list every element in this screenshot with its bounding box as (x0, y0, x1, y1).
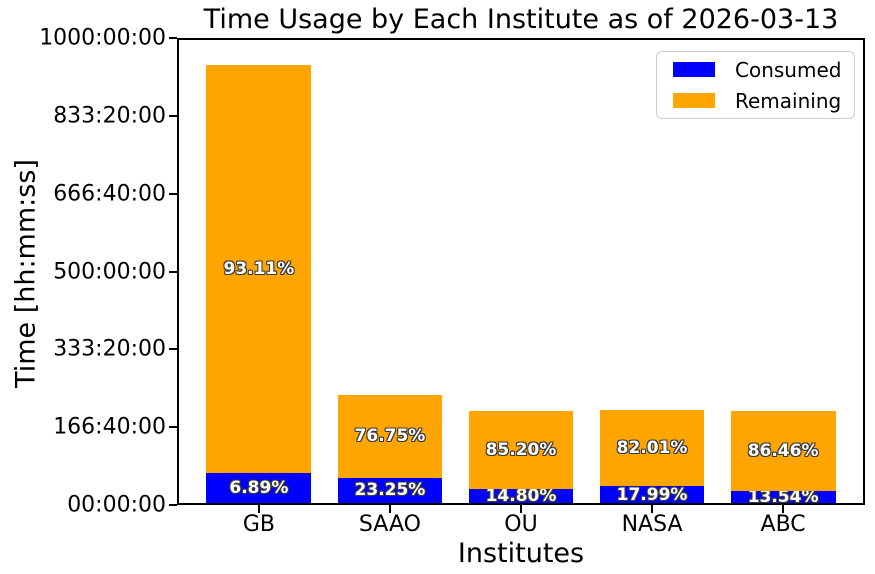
consumed-bar-saao (337, 477, 443, 503)
x-tick-mark (388, 505, 391, 513)
y-tick-label: 333:20:00 (53, 336, 166, 362)
y-axis-label: Time [hh:mm:ss] (10, 159, 42, 388)
y-tick-label: 00:00:00 (67, 492, 166, 518)
consumed-pct-label-abc: 13.54% (747, 486, 819, 507)
legend-label-remaining: Remaining (735, 88, 842, 113)
legend-label-consumed: Consumed (735, 57, 842, 82)
remaining-bar-abc (730, 410, 836, 491)
x-tick-label-saao: SAAO (358, 512, 421, 537)
remaining-pct-label-gb: 93.11% (223, 258, 295, 279)
x-tick-mark (520, 505, 522, 513)
remaining-pct-label-ou: 85.20% (485, 440, 557, 461)
remaining-pct-label-nasa: 82.01% (616, 438, 688, 459)
legend: Consumed Remaining (656, 51, 855, 119)
y-tick-label: 1000:00:00 (39, 25, 166, 51)
y-tick-label: 666:40:00 (53, 181, 166, 207)
plot-area: 6.89% 93.11% 23.25% 76.75% 14.80% 85.20% 17.99… (177, 38, 865, 507)
y-tick-mark (169, 114, 177, 117)
consumed-bar-gb (206, 472, 312, 503)
y-tick-label: 833:20:00 (53, 103, 166, 129)
x-tick-label-nasa: NASA (621, 512, 683, 537)
y-tick-mark (169, 192, 177, 195)
x-tick-label-gb: GB (242, 512, 275, 537)
remaining-bar-ou (468, 411, 574, 490)
x-tick-label-abc: ABC (760, 512, 806, 537)
remaining-bar-saao (337, 395, 443, 478)
y-tick-label: 166:40:00 (53, 414, 166, 440)
consumed-pct-label-nasa: 17.99% (616, 484, 688, 505)
x-tick-label-ou: OU (504, 512, 538, 537)
y-tick-mark (169, 348, 177, 351)
consumed-bar-abc (730, 490, 836, 503)
y-tick-label: 500:00:00 (53, 259, 166, 284)
y-tick-mark (169, 270, 177, 273)
x-tick-mark (782, 505, 785, 513)
y-tick-mark (169, 504, 177, 506)
consumed-pct-label-gb: 6.89% (229, 477, 289, 498)
x-axis-label: Institutes (457, 538, 585, 569)
consumed-pct-label-ou: 14.80% (485, 486, 557, 507)
chart-title: Time Usage by Each Institute as of 2026-… (203, 4, 839, 35)
legend-item-remaining: Remaining (673, 90, 842, 112)
legend-item-consumed: Consumed (673, 59, 842, 81)
x-tick-mark (257, 505, 260, 513)
consumed-swatch-icon (673, 62, 715, 77)
consumed-bar-nasa (599, 486, 705, 503)
remaining-pct-label-abc: 86.46% (747, 440, 819, 461)
y-tick-mark (169, 37, 177, 39)
remaining-pct-label-saao: 76.75% (354, 426, 426, 447)
consumed-pct-label-saao: 23.25% (354, 480, 426, 501)
consumed-bar-ou (468, 489, 574, 503)
y-tick-mark (169, 426, 177, 429)
remaining-swatch-icon (673, 93, 715, 108)
remaining-bar-nasa (599, 410, 705, 487)
x-tick-mark (651, 505, 654, 513)
remaining-bar-gb (206, 64, 312, 473)
